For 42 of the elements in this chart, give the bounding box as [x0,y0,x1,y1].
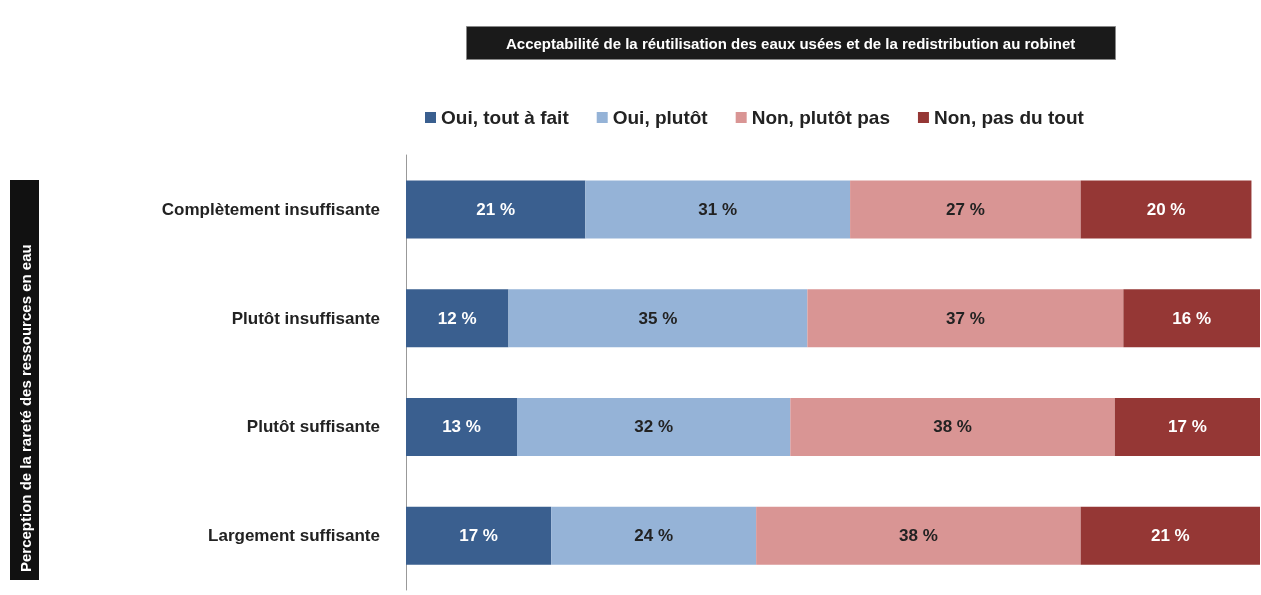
legend-label: Oui, tout à fait [441,107,570,128]
legend-label: Oui, plutôt [612,107,709,128]
data-label: 12 % [437,308,477,328]
legend-label: Non, pas du tout [933,107,1085,128]
bar [585,180,851,239]
data-label: 16 % [1172,308,1212,328]
y-tick-label: Plutôt insuffisante [231,308,380,328]
data-label: 17 % [1168,417,1207,437]
bar [790,397,1115,456]
y-tick-label: Largement suffisante [208,526,380,546]
data-label: 27 % [945,199,985,219]
data-label: 31 % [698,199,738,219]
data-label: 38 % [933,417,972,437]
data-label: 13 % [442,417,481,437]
data-label: 37 % [945,308,985,328]
bar [756,506,1081,565]
bar [1080,180,1252,239]
y-tick-label: Plutôt suffisante [246,417,380,437]
bar [406,289,509,348]
data-label: 35 % [638,308,678,328]
data-label: 21 % [1150,526,1190,546]
legend-label: Non, plutôt pas [751,107,890,128]
bar [406,180,586,239]
bar [517,397,791,456]
data-label: 24 % [634,526,674,546]
data-label: 20 % [1146,199,1186,219]
y-tick-label: Complètement insuffisante [161,199,380,219]
bar [1123,289,1260,348]
bar [807,289,1124,348]
bar [406,397,518,456]
data-label: 17 % [459,526,498,546]
bar [551,506,757,565]
bar [406,506,552,565]
bar [508,289,808,348]
bar [850,180,1081,239]
text: Perception de la rareté des ressources en eau [17,244,34,572]
chart-title: Acceptabilité de la réutilisation des eaux usées et de la redistribution au robinet [506,35,1076,52]
bar [1080,506,1260,565]
bar [1114,397,1260,456]
data-label: 21 % [476,199,516,219]
data-label: 32 % [634,417,674,437]
data-label: 38 % [899,526,938,546]
